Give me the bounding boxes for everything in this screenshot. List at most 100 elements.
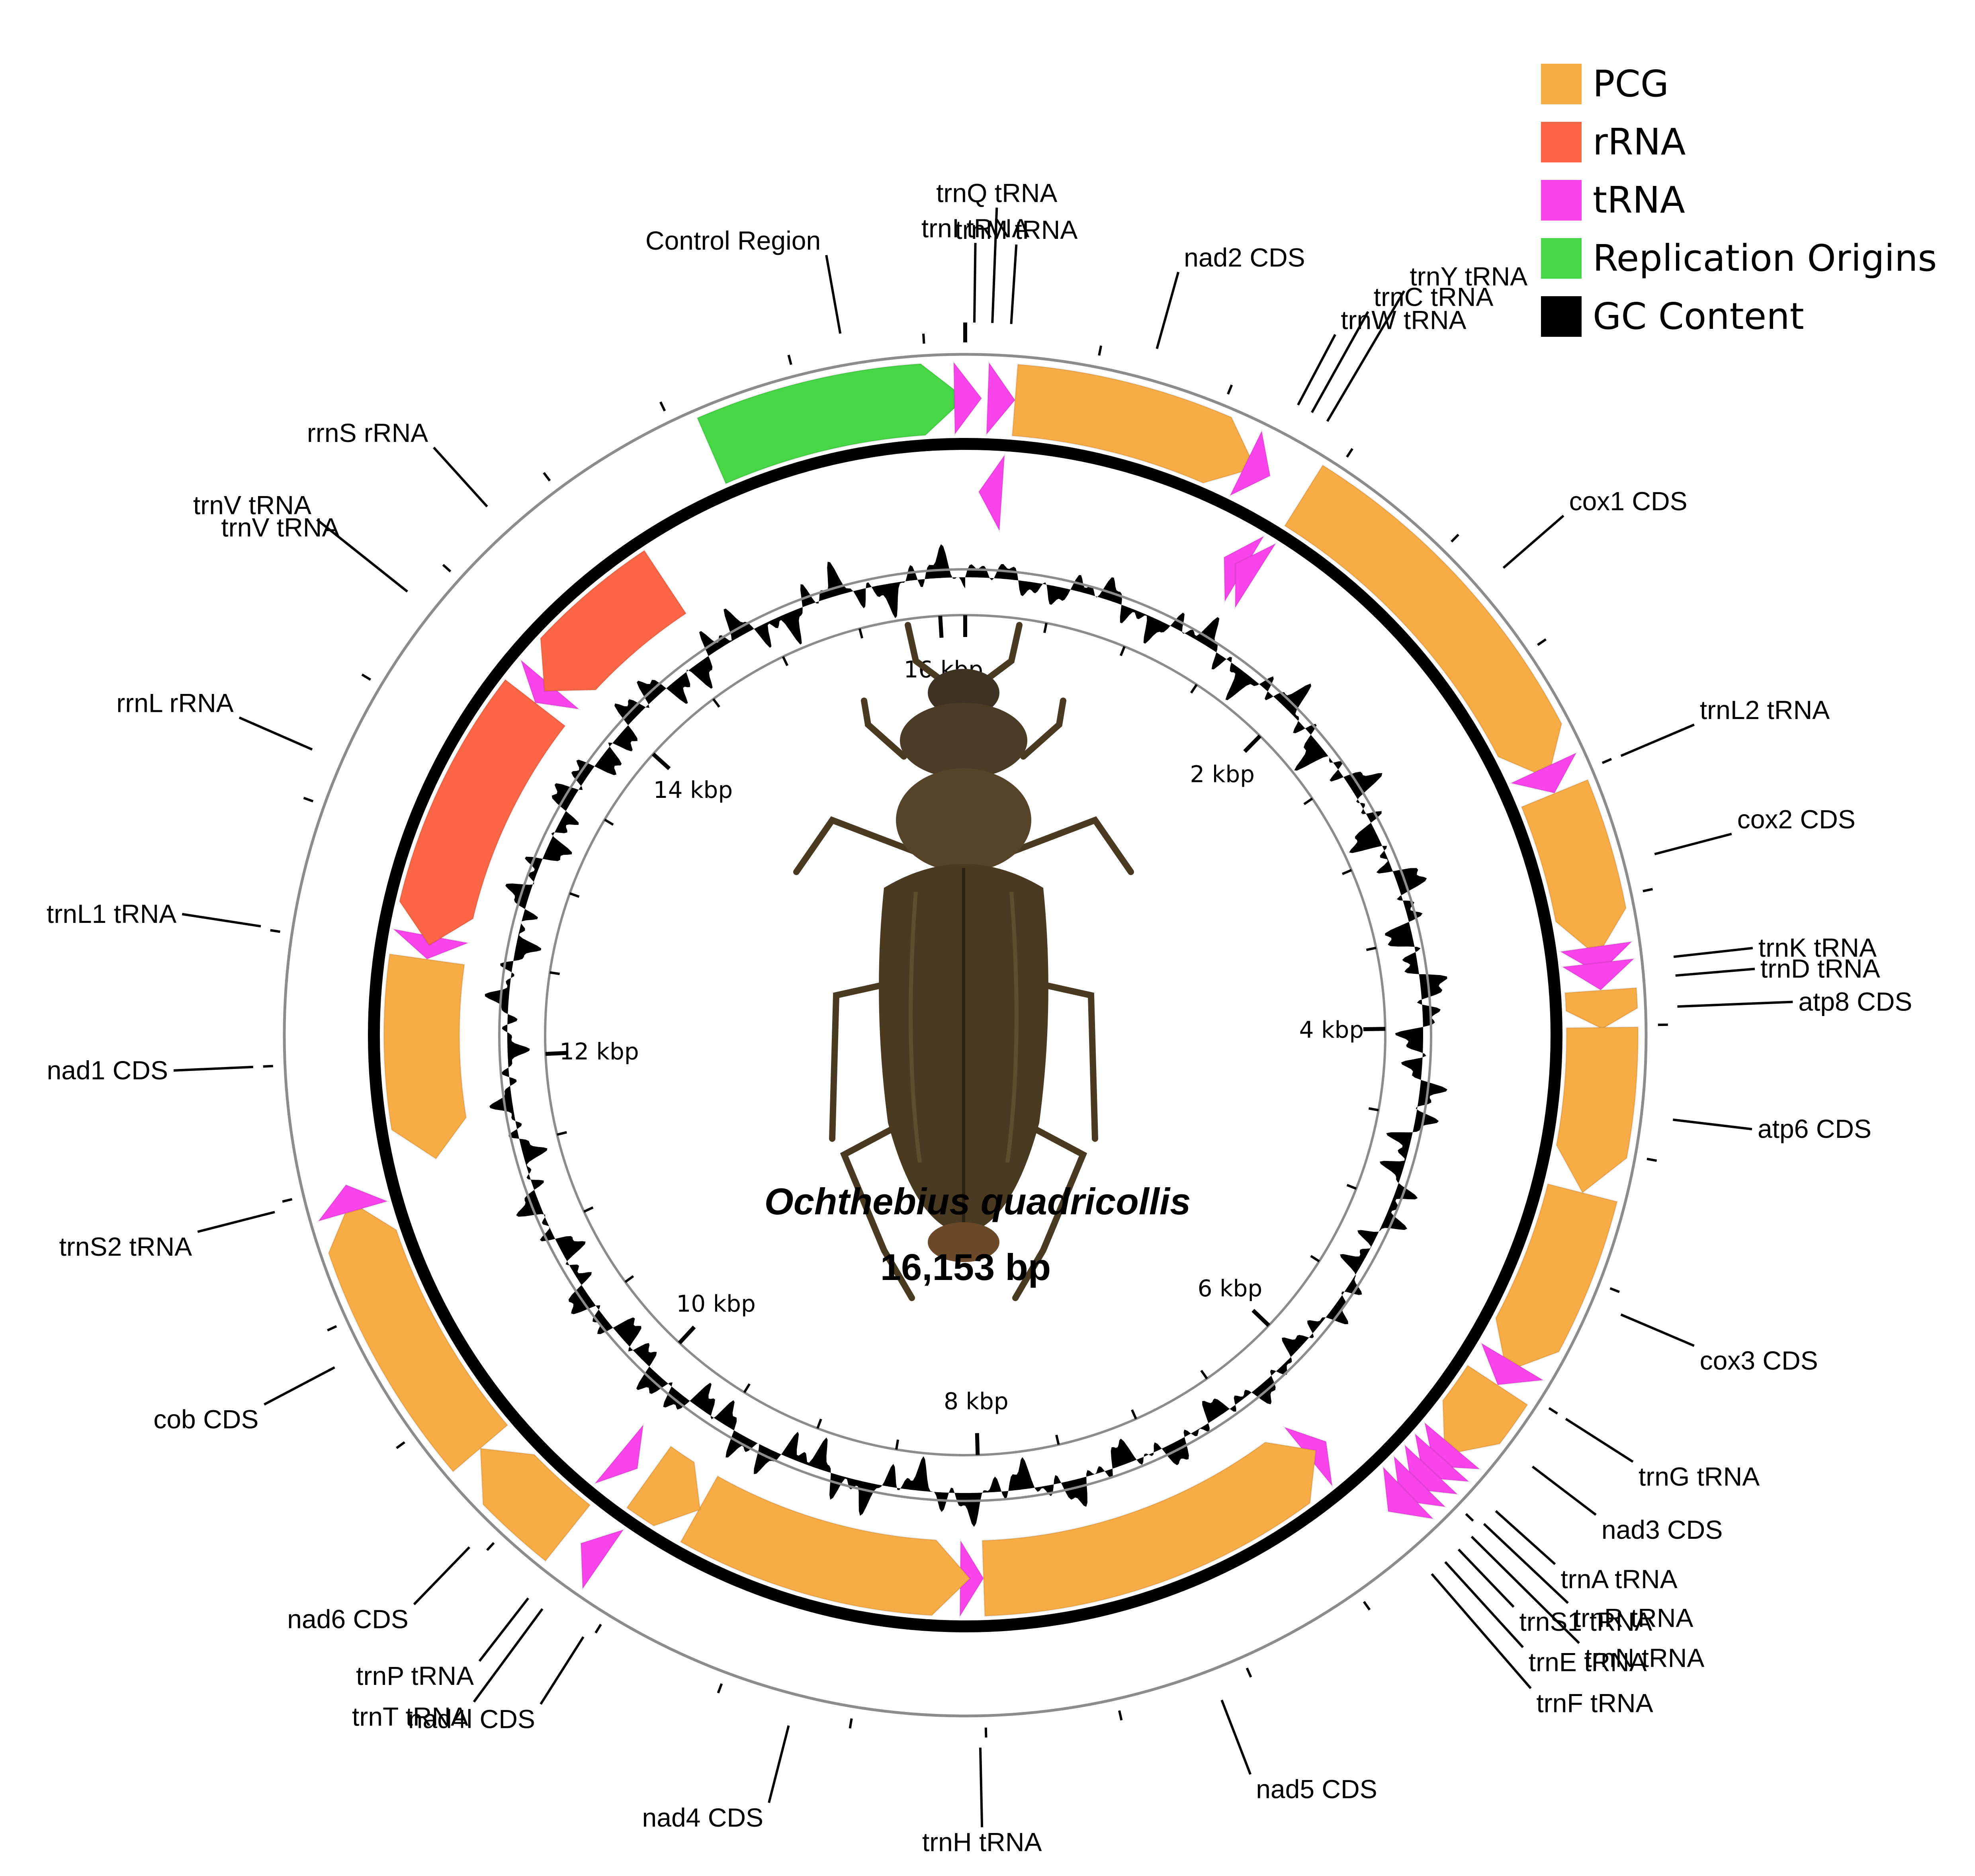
outer-tick: [922, 333, 925, 344]
label-leader: [825, 255, 842, 334]
feature-cox2: [1520, 778, 1627, 958]
feature-label: nad1 CDS: [47, 1055, 168, 1085]
feature-label: trnK tRNA: [1758, 933, 1877, 962]
scale-tick: [1190, 684, 1198, 694]
feature-label: trnN tRNA: [1585, 1643, 1705, 1673]
feature-nad4: [679, 1475, 971, 1616]
feature-label: trnL2 tRNA: [1700, 695, 1830, 725]
label-leader: [1156, 272, 1180, 349]
label-leader: [1673, 947, 1753, 958]
feature-label: trnP tRNA: [356, 1661, 474, 1690]
tick-marks: [263, 322, 1668, 1738]
genome-size-label: 16,153 bp: [880, 1246, 1051, 1288]
kbp-label: 10 kbp: [676, 1290, 755, 1317]
feature-label: trnI tRNA: [921, 213, 1029, 243]
feature-trnM: [986, 360, 1016, 437]
outer-tick: [717, 1683, 723, 1694]
feature-trnL2: [1508, 751, 1578, 794]
label-leader: [1675, 967, 1755, 977]
outer-tick: [1227, 384, 1233, 395]
scale-tick: [743, 1383, 751, 1393]
scale-tick: [1251, 1309, 1270, 1327]
scale-tick: [895, 1439, 900, 1450]
label-leader: [1470, 1536, 1580, 1644]
feature-cox1: [1283, 464, 1563, 780]
label-leader: [1297, 334, 1336, 406]
feature-label: rrnS rRNA: [307, 418, 428, 448]
scale-tick: [1366, 946, 1377, 951]
feature-label: trnW tRNA: [1341, 305, 1466, 334]
outer-tick: [659, 401, 666, 412]
feature-track: [316, 360, 1639, 1620]
scale-tick: [549, 971, 560, 975]
feature-trnK: [1558, 940, 1634, 975]
label-leader: [1620, 723, 1695, 757]
scale-tick: [583, 1206, 594, 1213]
feature-trnY: [1234, 541, 1278, 611]
scale-tick: [1303, 797, 1313, 805]
feature-label: trnV tRNA: [221, 512, 339, 542]
outer-tick: [270, 929, 280, 933]
feature-trnP: [592, 1422, 645, 1485]
scale-tick: [1368, 1107, 1379, 1112]
scale-tick: [975, 1433, 980, 1455]
legend-swatch: [1541, 238, 1582, 279]
label-leader: [433, 446, 488, 508]
feature-label: nad5 CDS: [1256, 1774, 1377, 1804]
label-leader: [1654, 832, 1732, 856]
scale-tick: [1131, 1409, 1137, 1420]
feature-label: trnV tRNA: [193, 490, 311, 520]
gc-outer-ring: [498, 568, 1432, 1502]
label-leader: [1620, 1313, 1695, 1347]
label-leader: [540, 1636, 585, 1705]
rings: [283, 353, 1648, 1718]
feature-label: nad3 CDS: [1602, 1515, 1723, 1544]
feature-label: nad4l CDS: [408, 1704, 535, 1733]
legend-label: tRNA: [1593, 179, 1685, 221]
feature-label: atp8 CDS: [1798, 987, 1912, 1016]
scale-tick: [816, 1419, 822, 1429]
scale-tick: [651, 752, 671, 770]
outer-tick: [1646, 1157, 1657, 1162]
feature-nad4l: [626, 1445, 701, 1527]
outer-tick: [1098, 345, 1103, 356]
outer-tick: [327, 1325, 337, 1332]
kbp-label: 2 kbp: [1190, 761, 1255, 788]
feature-label: trnS2 tRNA: [59, 1232, 192, 1261]
kbp-scale-labels: 2 kbp 4 kbp 6 kbp 8 kbp 10 kbp 12 kbp 14 kbp 16…: [559, 656, 1364, 1415]
feature-label: trnL1 tRNA: [47, 899, 176, 928]
scale-tick: [1310, 1255, 1320, 1262]
outer-tick: [1451, 533, 1459, 543]
backbone-ring: [368, 438, 1562, 1632]
feature-label: trnT tRNA: [352, 1702, 468, 1731]
feature-label: trnG tRNA: [1639, 1462, 1760, 1491]
feature-label: nad2 CDS: [1184, 242, 1305, 272]
feature-rrnS: [540, 549, 687, 692]
label-leader: [1010, 244, 1018, 324]
outer-tick: [1548, 1407, 1558, 1415]
scale-tick: [712, 698, 720, 708]
label-leader: [473, 1608, 544, 1703]
feature-rrnL: [399, 678, 567, 946]
scale-tick: [545, 1051, 568, 1056]
label-leader: [1326, 290, 1406, 422]
scale-tick: [1200, 1370, 1208, 1380]
label-leader: [1672, 1118, 1752, 1131]
feature-trnG: [1480, 1341, 1546, 1386]
outer-tick: [543, 472, 551, 482]
label-leader: [973, 243, 977, 323]
outer-tick: [396, 1441, 405, 1449]
feature-label: rrnL rRNA: [116, 688, 234, 717]
scale-tick: [1341, 869, 1352, 875]
label-leader: [264, 1366, 335, 1406]
label-leader: [316, 518, 408, 593]
scale-tick: [569, 892, 580, 898]
feature-label: trnH tRNA: [922, 1827, 1042, 1857]
label-leader: [1431, 1573, 1532, 1689]
outer-tick: [1118, 1710, 1123, 1721]
label-leader: [979, 1747, 984, 1827]
scale-tick: [604, 819, 614, 826]
legend-swatch: [1541, 180, 1582, 221]
scale-tick: [624, 1275, 634, 1283]
